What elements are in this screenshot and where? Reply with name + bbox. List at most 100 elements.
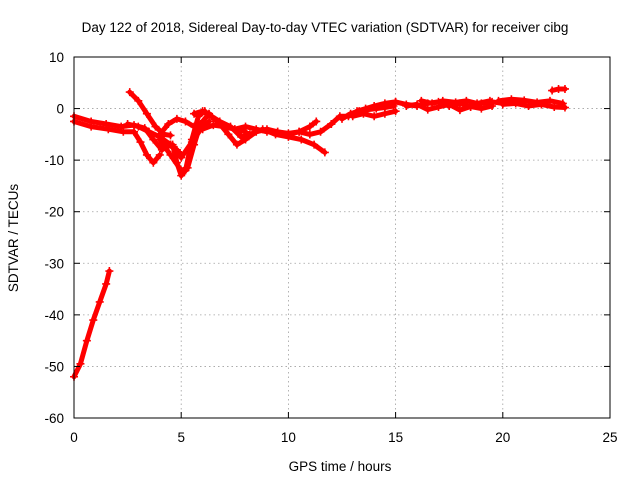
data-point (262, 127, 271, 136)
data-point (76, 359, 85, 368)
y-tick-label: -50 (44, 359, 64, 374)
series-track-20 (548, 84, 569, 95)
data-point (166, 131, 175, 140)
data-point (164, 120, 173, 129)
data-point (119, 127, 128, 136)
data-point (338, 114, 346, 123)
data-point (455, 106, 464, 115)
data-point (438, 96, 447, 105)
x-axis-label: GPS time / hours (289, 459, 392, 474)
data-point (168, 140, 177, 149)
data-point (104, 125, 113, 134)
data-point (545, 96, 554, 105)
data-point (198, 107, 207, 116)
data-point (413, 100, 422, 109)
data-point (297, 135, 306, 144)
data-point (428, 99, 437, 108)
series-track-3 (70, 117, 164, 167)
data-point (134, 122, 143, 131)
axis-ticks (73, 56, 611, 419)
data-point (305, 122, 314, 131)
data-point (560, 84, 569, 93)
data-point (181, 166, 190, 175)
data-point (134, 96, 143, 105)
data-point (89, 316, 98, 325)
y-tick-label: 0 (56, 102, 64, 117)
data-point (310, 140, 319, 149)
data-point (537, 100, 546, 109)
y-axis-label: SDTVAR / TECUs (6, 184, 21, 293)
plot-frame (73, 56, 611, 419)
data-point (102, 279, 111, 288)
data-point (550, 103, 559, 112)
data-point (190, 122, 199, 131)
series-track-13 (338, 101, 398, 123)
data-point (172, 158, 181, 167)
data-point (548, 86, 557, 95)
data-point (372, 104, 381, 113)
series-track-14 (348, 107, 400, 121)
x-tick-label: 5 (177, 430, 185, 445)
data-point (252, 125, 261, 134)
data-point (224, 130, 233, 139)
data-point (273, 127, 282, 136)
data-point (142, 150, 151, 159)
data-point (423, 105, 432, 114)
data-point (316, 127, 325, 136)
series-track (232, 121, 334, 137)
data-point (241, 122, 250, 131)
x-tick-label: 10 (281, 430, 296, 445)
data-point (87, 122, 96, 131)
data-point (237, 132, 246, 141)
data-point (462, 96, 471, 105)
data-point (136, 138, 145, 147)
x-tick-label: 20 (495, 430, 510, 445)
data-point (181, 117, 190, 126)
data-point (524, 101, 533, 110)
data-point (305, 130, 314, 139)
x-tick-label: 0 (70, 430, 78, 445)
data-point (82, 336, 91, 345)
data-point (226, 122, 235, 131)
y-tick-label: -60 (44, 411, 64, 426)
data-point (155, 130, 164, 139)
series-track-1 (70, 267, 114, 381)
data-point (198, 125, 207, 134)
data-point (402, 101, 411, 110)
data-point (485, 96, 494, 105)
chart-title: Day 122 of 2018, Sidereal Day-to-day VTE… (82, 20, 569, 35)
y-tick-label: -40 (44, 308, 64, 323)
data-point (205, 110, 214, 119)
tick-labels: 0 5 10 15 20 25 -60 -50 -40 -30 -20 -10 0 10 (44, 50, 617, 445)
data-point (151, 122, 160, 131)
data-point (215, 117, 224, 126)
data-point (145, 127, 154, 136)
data-point (125, 88, 134, 97)
y-tick-label: -30 (44, 256, 64, 271)
data-point (177, 153, 186, 162)
x-tick-label: 15 (388, 430, 403, 445)
x-tick-label: 25 (602, 430, 617, 445)
data-point (391, 97, 400, 106)
data-point (172, 114, 181, 123)
data-point (312, 117, 321, 126)
data-point (142, 109, 151, 118)
data-point (187, 135, 196, 144)
data-point (560, 103, 569, 112)
y-tick-label: 10 (49, 50, 64, 65)
data-point (488, 101, 497, 110)
series-track-16 (402, 100, 497, 115)
data-point (230, 125, 239, 134)
data-point (149, 158, 158, 167)
data-point (320, 148, 329, 157)
data-point (177, 171, 186, 180)
data-point (295, 127, 304, 136)
data-point (209, 121, 218, 130)
data-point (359, 109, 368, 118)
data-point (95, 297, 104, 306)
data-point (284, 129, 293, 138)
data-point (473, 99, 482, 108)
grid (74, 57, 610, 418)
data-point (190, 109, 199, 118)
